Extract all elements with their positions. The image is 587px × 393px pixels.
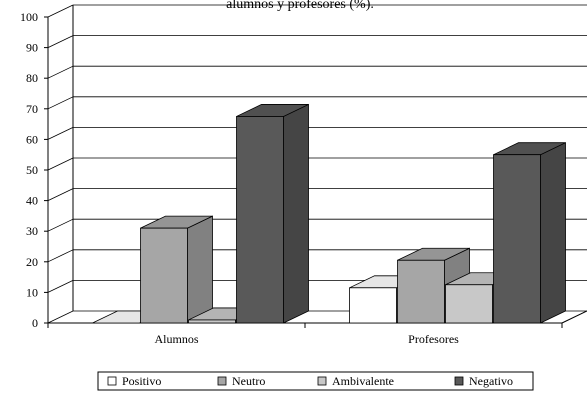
gridline-depth <box>47 249 74 263</box>
bar-front <box>188 319 236 324</box>
gridline-depth <box>47 127 74 140</box>
y-tick-label: 60 <box>26 132 38 146</box>
y-tick-label: 20 <box>26 255 38 269</box>
gridline-depth <box>47 218 74 232</box>
gridline-depth <box>47 310 74 324</box>
y-tick-label: 100 <box>20 10 38 24</box>
bars <box>92 103 566 324</box>
gridline-depth <box>47 65 74 79</box>
legend: Positivo Neutro Ambivalente Negativo <box>97 371 534 391</box>
legend-box <box>97 371 534 391</box>
gridline-depth <box>47 4 74 18</box>
legend-swatch-negativo <box>454 376 464 386</box>
gridline-depth <box>47 280 74 293</box>
chart-title: alumnos y profesores (%). <box>226 0 374 12</box>
y-tick-label: 80 <box>26 71 38 85</box>
bar-negativo-profesores <box>493 142 566 324</box>
bar-front <box>349 287 397 324</box>
y-tick-label: 50 <box>26 163 38 177</box>
floor-edge <box>561 310 587 324</box>
bar-negativo-alumnos <box>236 103 309 324</box>
gridline-depth <box>47 35 74 48</box>
y-tick-label: 90 <box>26 41 38 55</box>
legend-label-negativo: Negativo <box>469 374 513 388</box>
gridline-depth <box>47 188 74 201</box>
x-category-label: Alumnos <box>154 332 198 346</box>
legend-label-positivo: Positivo <box>122 374 161 388</box>
x-category-label: Profesores <box>408 332 459 346</box>
y-tick-label: 0 <box>32 316 38 330</box>
bar-front <box>397 259 445 324</box>
y-tick-labels: 0 10 20 30 40 50 60 70 80 90 100 <box>20 10 38 330</box>
legend-label-neutro: Neutro <box>232 374 265 388</box>
y-tick-label: 10 <box>26 285 38 299</box>
y-tick-label: 40 <box>26 194 38 208</box>
y-tick-label: 70 <box>26 102 38 116</box>
bar-front <box>140 227 188 324</box>
bar-side <box>283 103 309 324</box>
bar-neutro-alumnos <box>140 215 213 324</box>
legend-label-ambivalente: Ambivalente <box>332 374 394 388</box>
bar-side <box>187 215 213 324</box>
gridline-depth <box>47 157 74 171</box>
bar-front <box>236 116 284 324</box>
legend-swatch-ambivalente <box>317 376 327 386</box>
bar-front <box>445 284 493 324</box>
x-category-labels: Alumnos Profesores <box>154 332 459 346</box>
gridline-depth <box>47 96 74 110</box>
y-tick-label: 30 <box>26 224 38 238</box>
bar-front <box>493 154 541 324</box>
bar-side <box>540 142 566 324</box>
legend-swatch-positivo <box>107 376 117 386</box>
legend-swatch-neutro <box>217 376 227 386</box>
